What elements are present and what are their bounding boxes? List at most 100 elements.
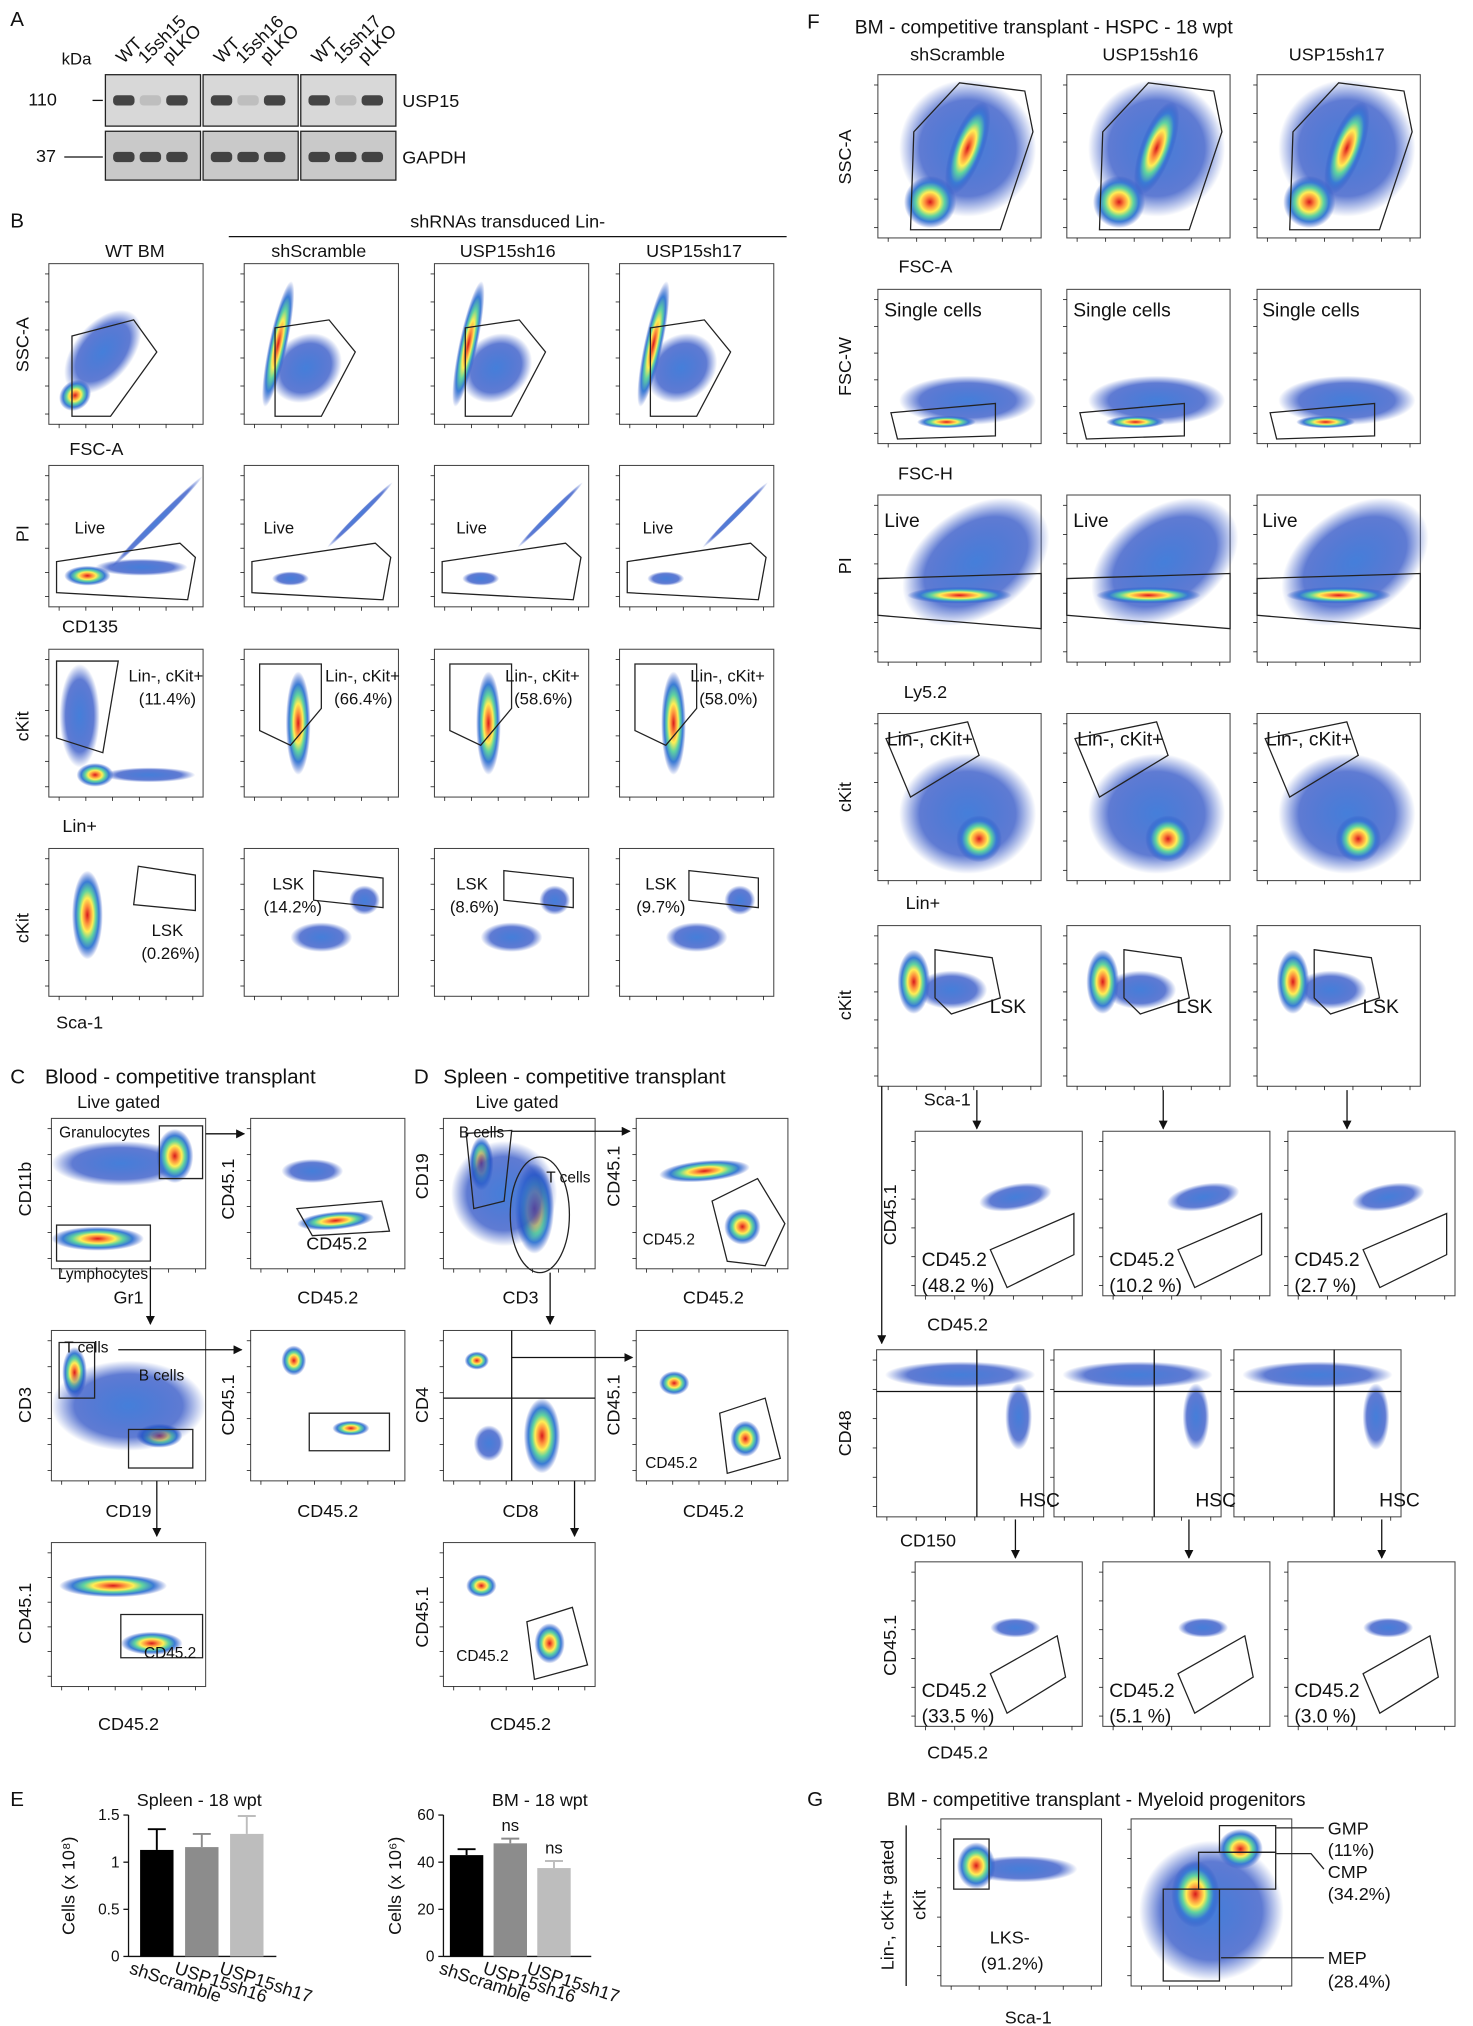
axis-label: cKit [12, 711, 32, 741]
axis-label: CD45.1 [880, 1184, 900, 1245]
bar [230, 1834, 263, 1957]
gate-label: Lin-, cKit+ [505, 666, 580, 685]
label: CD11b [15, 1162, 35, 1217]
label: CD19 [106, 1501, 152, 1521]
label: CD8 [503, 1501, 539, 1521]
label: (28.4%) [1328, 1971, 1391, 1991]
figure: AkDaWT15sh15pLKOWT15sh16pLKOWT15sh17pLKO… [0, 0, 1473, 2026]
density [539, 885, 570, 915]
band [362, 152, 383, 162]
label: (91.2%) [981, 1953, 1044, 1973]
label: 110 [28, 90, 57, 110]
column-title: shScramble [910, 45, 1005, 65]
label: Lymphocytes [58, 1266, 148, 1283]
density [661, 671, 686, 774]
gate-label: Lin-, cKit+ [129, 666, 204, 685]
label: CD45.2 [456, 1648, 508, 1665]
axis-label: FSC-H [898, 464, 953, 484]
density [286, 671, 311, 774]
label: 37 [36, 146, 56, 166]
label: Sca-1 [1005, 2007, 1052, 2026]
column-title: shScramble [271, 241, 366, 261]
annotation: ns [501, 1816, 519, 1835]
gate-label: Lin-, cKit+ [325, 666, 400, 685]
gate-label: (14.2%) [263, 898, 321, 917]
gate-label: (5.1 %) [1109, 1707, 1171, 1728]
density [1086, 950, 1119, 1014]
density [1171, 1861, 1219, 1928]
y-tick-label: 1 [111, 1854, 120, 1871]
density [897, 950, 930, 1014]
density [917, 416, 976, 428]
column-title: USP15sh16 [460, 241, 556, 261]
panel-title: Spleen - competitive transplant [443, 1066, 725, 1089]
label: D [414, 1066, 429, 1089]
density [724, 1209, 760, 1245]
gate-label: (3.0 %) [1294, 1707, 1356, 1728]
gate-label: Live [456, 519, 487, 538]
band [166, 95, 187, 105]
column-title: USP15sh17 [646, 241, 742, 261]
gate-label: (0.26%) [141, 944, 199, 963]
density [72, 871, 103, 960]
density [103, 768, 196, 783]
label: CD19 [412, 1153, 432, 1199]
gate-label: Single cells [1262, 300, 1359, 321]
panel-subtitle: Live gated [77, 1092, 160, 1112]
axis-label: SSC-A [12, 317, 32, 372]
label: MEP [1328, 1948, 1367, 1968]
density [1286, 587, 1390, 604]
label: CD3 [15, 1387, 35, 1423]
page: { "panel_a": {"label": "A", "unit": "kDa… [0, 0, 1473, 2026]
y-tick-label: 40 [417, 1854, 434, 1871]
band [264, 152, 285, 162]
panel-title: Blood - competitive transplant [45, 1066, 316, 1089]
label: CMP [1328, 1862, 1368, 1882]
gate-label: Lin-, cKit+ [690, 666, 765, 685]
y-tick-label: 60 [417, 1807, 434, 1824]
label: Gr1 [114, 1287, 144, 1307]
axis-label: cKit [12, 913, 32, 943]
band [308, 152, 329, 162]
gate-label: Lin-, cKit+ [1266, 730, 1352, 751]
density [1218, 1829, 1263, 1869]
chart-title: BM - 18 wpt [492, 1790, 588, 1810]
label: CD45.2 [297, 1501, 358, 1521]
annotation: ns [545, 1838, 563, 1857]
gate-label: CD45.2 [1109, 1681, 1174, 1702]
label: CD45.2 [306, 1234, 367, 1254]
label: CD45.2 [683, 1287, 744, 1307]
density [907, 587, 1011, 604]
panel-title: BM - competitive transplant - Myeloid pr… [887, 1790, 1306, 1811]
band [140, 95, 161, 105]
density [1242, 1361, 1392, 1388]
density [51, 1227, 144, 1251]
density [77, 763, 114, 787]
gate-label: Lin-, cKit+ [1077, 730, 1163, 751]
label: GAPDH [402, 147, 466, 167]
density [465, 1352, 489, 1370]
axis-label: cKit [835, 990, 855, 1020]
density [281, 1159, 343, 1183]
band [264, 95, 285, 105]
band [335, 95, 356, 105]
density [659, 1371, 689, 1395]
panel-title: BM - competitive transplant - HSPC - 18 … [855, 18, 1234, 39]
gate-label: Lin-, cKit+ [887, 730, 973, 751]
gate-label: LSK [152, 921, 184, 940]
axis-label: PI [835, 557, 855, 574]
gate-label: HSC [1195, 1491, 1236, 1512]
density [990, 1618, 1040, 1638]
axis-label: Lin+ [906, 893, 941, 913]
density [1278, 376, 1415, 425]
axis-label: CD45.1 [880, 1615, 900, 1676]
density [290, 922, 352, 952]
label: CD45.2 [98, 1714, 159, 1734]
band [166, 152, 187, 162]
axis-label: FSC-A [69, 439, 123, 459]
density [1363, 1618, 1413, 1638]
gate-label: LSK [1362, 997, 1399, 1018]
density [272, 571, 309, 585]
gate-label: (9.7%) [636, 898, 685, 917]
gate-label: LSK [990, 997, 1027, 1018]
